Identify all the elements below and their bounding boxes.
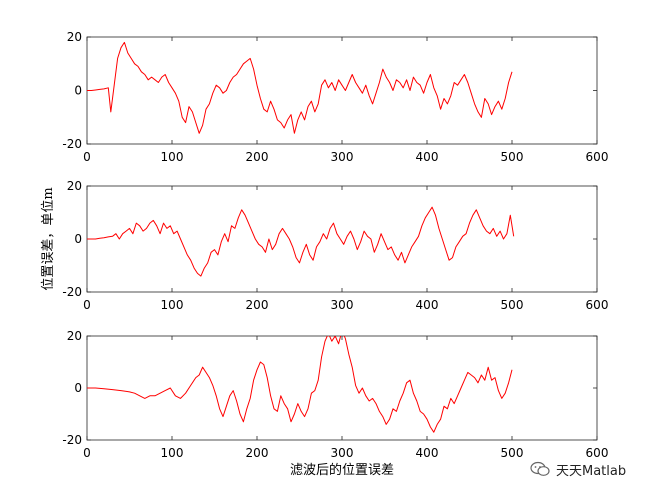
x-tick-label: 200 xyxy=(246,298,269,312)
y-tick-label: -20 xyxy=(62,433,82,447)
wechat-icon xyxy=(530,461,550,476)
x-tick-label: 600 xyxy=(586,446,609,460)
x-tick-label: 200 xyxy=(246,150,269,164)
x-axis-label: 滤波后的位置误差 xyxy=(290,462,394,478)
x-tick-label: 400 xyxy=(416,298,439,312)
watermark: 天天Matlab xyxy=(530,458,626,480)
x-tick-label: 500 xyxy=(501,150,524,164)
x-tick-label: 100 xyxy=(161,150,184,164)
series-line xyxy=(87,206,515,277)
axes-box xyxy=(86,185,598,293)
x-tick-label: 200 xyxy=(246,446,269,460)
axes-box xyxy=(86,335,598,441)
x-tick-label: 500 xyxy=(501,446,524,460)
y-tick-label: 20 xyxy=(67,179,82,193)
y-tick-label: -20 xyxy=(62,285,82,299)
x-tick-label: 600 xyxy=(586,150,609,164)
y-tick-label: 20 xyxy=(67,329,82,343)
x-tick-label: 0 xyxy=(83,150,91,164)
x-tick-label: 100 xyxy=(161,446,184,460)
x-tick-label: 100 xyxy=(161,298,184,312)
axes-box xyxy=(86,36,598,145)
x-tick-label: 300 xyxy=(331,150,354,164)
x-tick-label: 500 xyxy=(501,298,524,312)
x-tick-label: 0 xyxy=(83,298,91,312)
y-tick-label: 20 xyxy=(67,30,82,44)
y-tick-label: 0 xyxy=(74,232,82,246)
series-line xyxy=(87,336,513,433)
x-tick-label: 300 xyxy=(331,298,354,312)
x-tick-label: 300 xyxy=(331,446,354,460)
y-tick-label: 0 xyxy=(74,381,82,395)
y-tick-label: 0 xyxy=(74,84,82,98)
series-line xyxy=(87,41,513,134)
y-tick-label: -20 xyxy=(62,137,82,151)
x-tick-label: 400 xyxy=(416,150,439,164)
x-tick-label: 0 xyxy=(83,446,91,460)
x-tick-label: 400 xyxy=(416,446,439,460)
watermark-text: 天天Matlab xyxy=(556,463,627,479)
x-tick-label: 600 xyxy=(586,298,609,312)
y-axis-label: 位置误差，单位m xyxy=(41,187,56,290)
